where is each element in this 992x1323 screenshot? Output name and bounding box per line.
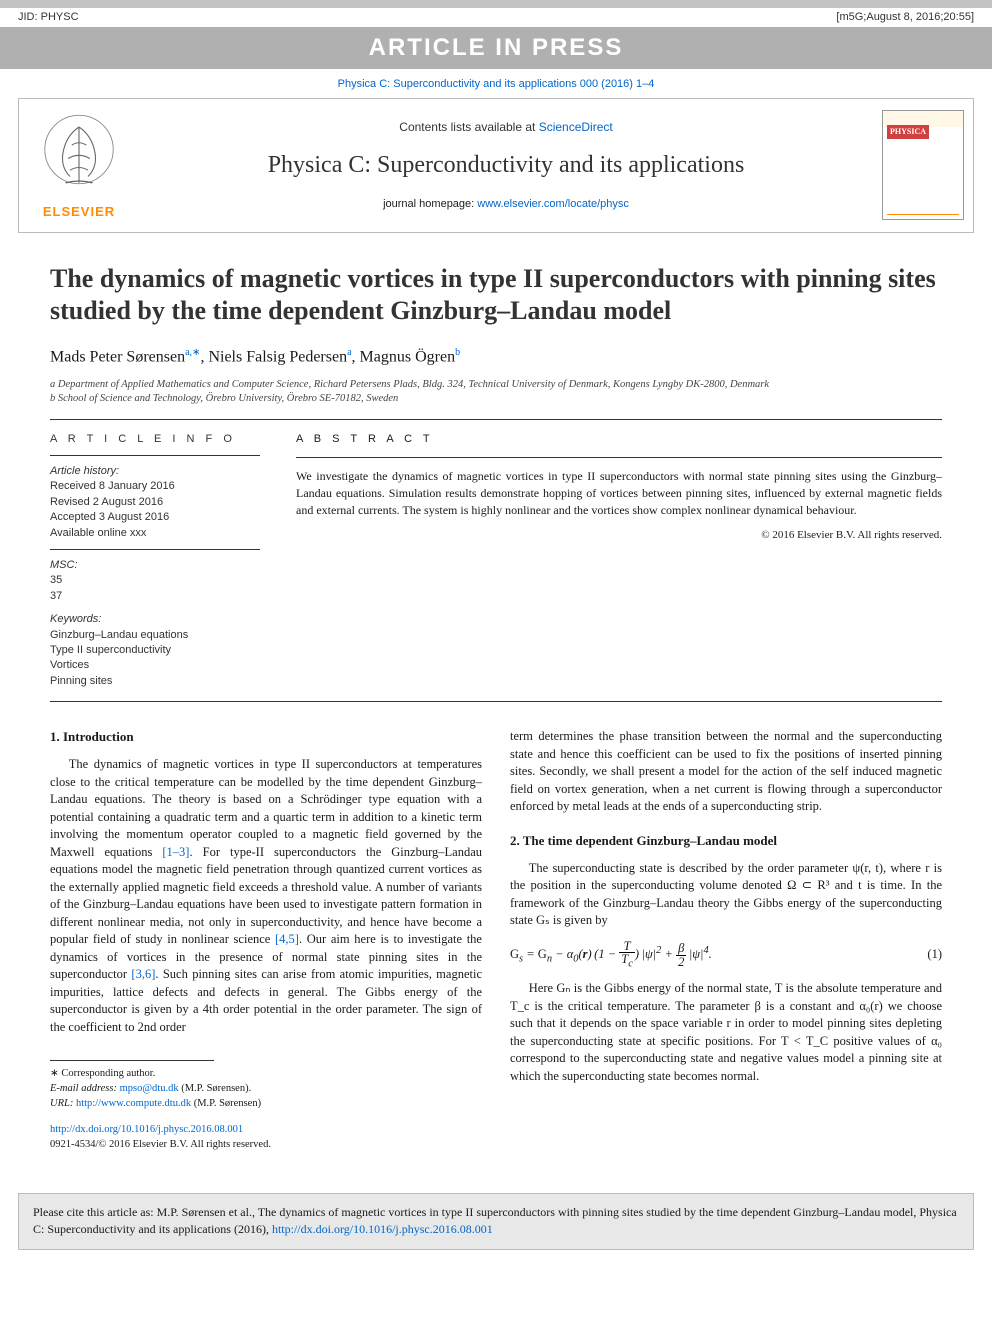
equation-1-number: (1) [927, 946, 942, 964]
article-info: A R T I C L E I N F O Article history: R… [50, 432, 260, 689]
rule-above-info [50, 419, 942, 420]
jid-label: JID: PHYSC [18, 10, 79, 25]
contents-available-line: Contents lists available at ScienceDirec… [149, 119, 863, 136]
abstract-text: We investigate the dynamics of magnetic … [296, 468, 942, 518]
abstract: A B S T R A C T We investigate the dynam… [296, 432, 942, 689]
journal-homepage-link[interactable]: www.elsevier.com/locate/physc [477, 198, 629, 210]
cite-text: Please cite this article as: M.P. Sørens… [33, 1205, 957, 1236]
model-p2: Here Gₙ is the Gibbs energy of the norma… [510, 980, 942, 1085]
author-list: Mads Peter Sørensena,∗, Niels Falsig Ped… [50, 346, 942, 369]
author-3: , Magnus Ögren [352, 348, 456, 365]
cite-doi-link[interactable]: http://dx.doi.org/10.1016/j.physc.2016.0… [272, 1222, 493, 1236]
keywords-label: Keywords: [50, 612, 260, 627]
journal-homepage-line: journal homepage: www.elsevier.com/locat… [149, 197, 863, 212]
history-online: Available online xxx [50, 526, 260, 541]
section-2-heading: 2. The time dependent Ginzburg–Landau mo… [510, 832, 942, 850]
article-title: The dynamics of magnetic vortices in typ… [50, 263, 942, 328]
abstract-rule [296, 457, 942, 458]
url-line: URL: http://www.compute.dtu.dk (M.P. Sør… [50, 1097, 482, 1112]
info-rule-1 [50, 455, 260, 456]
author-3-aff: b [455, 347, 460, 358]
history-received: Received 8 January 2016 [50, 479, 260, 494]
footnote-separator [50, 1060, 214, 1061]
model-p1: The superconducting state is described b… [510, 860, 942, 930]
two-column-body: 1. Introduction The dynamics of magnetic… [50, 728, 942, 1153]
article-history-label: Article history: [50, 464, 260, 479]
keyword-4: Pinning sites [50, 674, 260, 689]
ref-3-6[interactable]: [3,6] [131, 967, 155, 981]
journal-name: Physica C: Superconductivity and its app… [149, 149, 863, 183]
header-meta-bar: JID: PHYSC [m5G;August 8, 2016;20:55] [0, 8, 992, 27]
intro-paragraph: The dynamics of magnetic vortices in typ… [50, 756, 482, 1036]
journal-cover-thumb [873, 99, 973, 231]
abstract-heading: A B S T R A C T [296, 432, 942, 447]
column-left: 1. Introduction The dynamics of magnetic… [50, 728, 482, 1153]
msc-1: 35 [50, 573, 260, 588]
homepage-prefix: journal homepage: [383, 198, 477, 210]
email-link[interactable]: mpso@dtu.dk [120, 1083, 179, 1094]
journal-header: ELSEVIER Contents lists available at Sci… [18, 98, 974, 232]
rule-below-info [50, 701, 942, 702]
column-right: term determines the phase transition bet… [510, 728, 942, 1153]
keyword-3: Vortices [50, 658, 260, 673]
doi-block: http://dx.doi.org/10.1016/j.physc.2016.0… [50, 1123, 482, 1152]
ref-4-5[interactable]: [4,5] [275, 932, 299, 946]
history-revised: Revised 2 August 2016 [50, 495, 260, 510]
author-url-link[interactable]: http://www.compute.dtu.dk [76, 1098, 191, 1109]
ref-1-3[interactable]: [1–3] [162, 845, 189, 859]
article-in-press-banner: ARTICLE IN PRESS [0, 27, 992, 69]
build-meta: [m5G;August 8, 2016;20:55] [836, 10, 974, 25]
contents-prefix: Contents lists available at [399, 120, 538, 134]
abstract-copyright: © 2016 Elsevier B.V. All rights reserved… [296, 528, 942, 543]
msc-label: MSC: [50, 558, 260, 573]
msc-2: 37 [50, 589, 260, 604]
author-2: , Niels Falsig Pedersen [200, 348, 347, 365]
header-citation-link[interactable]: Physica C: Superconductivity and its app… [338, 78, 655, 90]
affiliation-b: b School of Science and Technology, Öreb… [50, 392, 942, 406]
col2-cont-p: term determines the phase transition bet… [510, 728, 942, 816]
info-rule-2 [50, 549, 260, 550]
equation-1-block: Gs = Gn − α0(r) (1 − TTc) |ψ|2 + β2 |ψ|4… [510, 940, 942, 970]
please-cite-box: Please cite this article as: M.P. Sørens… [18, 1193, 974, 1250]
history-accepted: Accepted 3 August 2016 [50, 510, 260, 525]
cover-thumb-image [882, 110, 964, 220]
email-line: E-mail address: mpso@dtu.dk (M.P. Sørens… [50, 1082, 482, 1097]
issn-copyright: 0921-4534/© 2016 Elsevier B.V. All right… [50, 1138, 482, 1153]
info-abstract-row: A R T I C L E I N F O Article history: R… [50, 432, 942, 689]
top-strip [0, 0, 992, 8]
email-suffix: (M.P. Sørensen). [179, 1083, 252, 1094]
elsevier-wordmark: ELSEVIER [43, 203, 115, 221]
header-citation-line: Physica C: Superconductivity and its app… [0, 69, 992, 98]
url-label: URL: [50, 1098, 76, 1109]
affiliation-a: a Department of Applied Mathematics and … [50, 378, 942, 392]
keyword-2: Type II superconductivity [50, 643, 260, 658]
affiliations: a Department of Applied Mathematics and … [50, 378, 942, 406]
sciencedirect-link[interactable]: ScienceDirect [539, 120, 613, 134]
url-suffix: (M.P. Sørensen) [191, 1098, 261, 1109]
footnotes: ∗ Corresponding author. E-mail address: … [50, 1067, 482, 1111]
corresponding-author: ∗ Corresponding author. [50, 1067, 482, 1082]
model-p2-text: Here Gₙ is the Gibbs energy of the norma… [510, 981, 942, 1083]
elsevier-logo-block: ELSEVIER [19, 99, 139, 231]
equation-1: Gs = Gn − α0(r) (1 − TTc) |ψ|2 + β2 |ψ|4… [510, 940, 712, 970]
model-p1-text: The superconducting state is described b… [510, 861, 942, 928]
elsevier-tree-icon [34, 109, 124, 199]
article-body: The dynamics of magnetic vortices in typ… [0, 263, 992, 1177]
intro-p1a: The dynamics of magnetic vortices in typ… [50, 757, 482, 859]
journal-header-center: Contents lists available at ScienceDirec… [139, 99, 873, 231]
article-info-heading: A R T I C L E I N F O [50, 432, 260, 447]
doi-link[interactable]: http://dx.doi.org/10.1016/j.physc.2016.0… [50, 1124, 243, 1135]
keyword-1: Ginzburg–Landau equations [50, 628, 260, 643]
email-label: E-mail address: [50, 1083, 120, 1094]
section-1-heading: 1. Introduction [50, 728, 482, 746]
author-1-aff: a, [185, 347, 192, 358]
author-1: Mads Peter Sørensen [50, 348, 185, 365]
